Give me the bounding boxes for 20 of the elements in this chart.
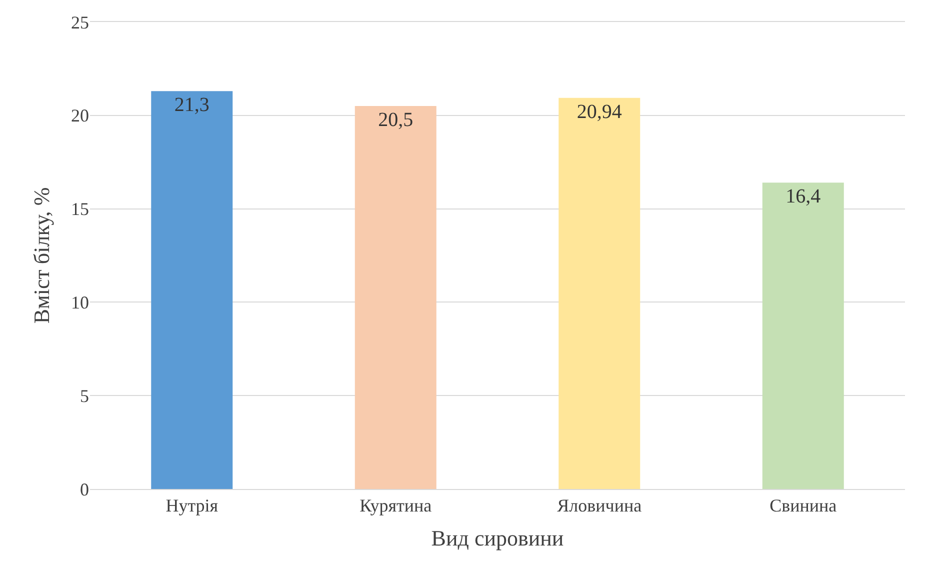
bar — [762, 182, 844, 489]
y-tick-label: 25 — [71, 12, 89, 32]
bar — [558, 98, 640, 489]
y-tick-label: 5 — [80, 386, 89, 406]
y-tick-label: 15 — [71, 199, 89, 220]
x-axis-title: Вид сировини — [431, 526, 564, 550]
y-tick-label: 0 — [80, 479, 89, 500]
x-tick-label: Яловичина — [557, 496, 642, 516]
x-tick-label: Курятина — [360, 496, 432, 516]
x-tick-label: Нутрія — [166, 496, 218, 516]
data-label: 16,4 — [786, 186, 821, 208]
y-tick-label: 20 — [71, 106, 89, 126]
bar — [151, 91, 233, 489]
data-label: 21,3 — [174, 94, 210, 116]
y-axis-title: Вміст білку, % — [28, 187, 54, 324]
x-tick-label: Свинина — [770, 496, 837, 516]
data-label: 20,94 — [576, 100, 622, 123]
data-label: 20,5 — [378, 109, 414, 132]
bar — [354, 106, 436, 489]
y-tick-label: 10 — [71, 292, 89, 312]
